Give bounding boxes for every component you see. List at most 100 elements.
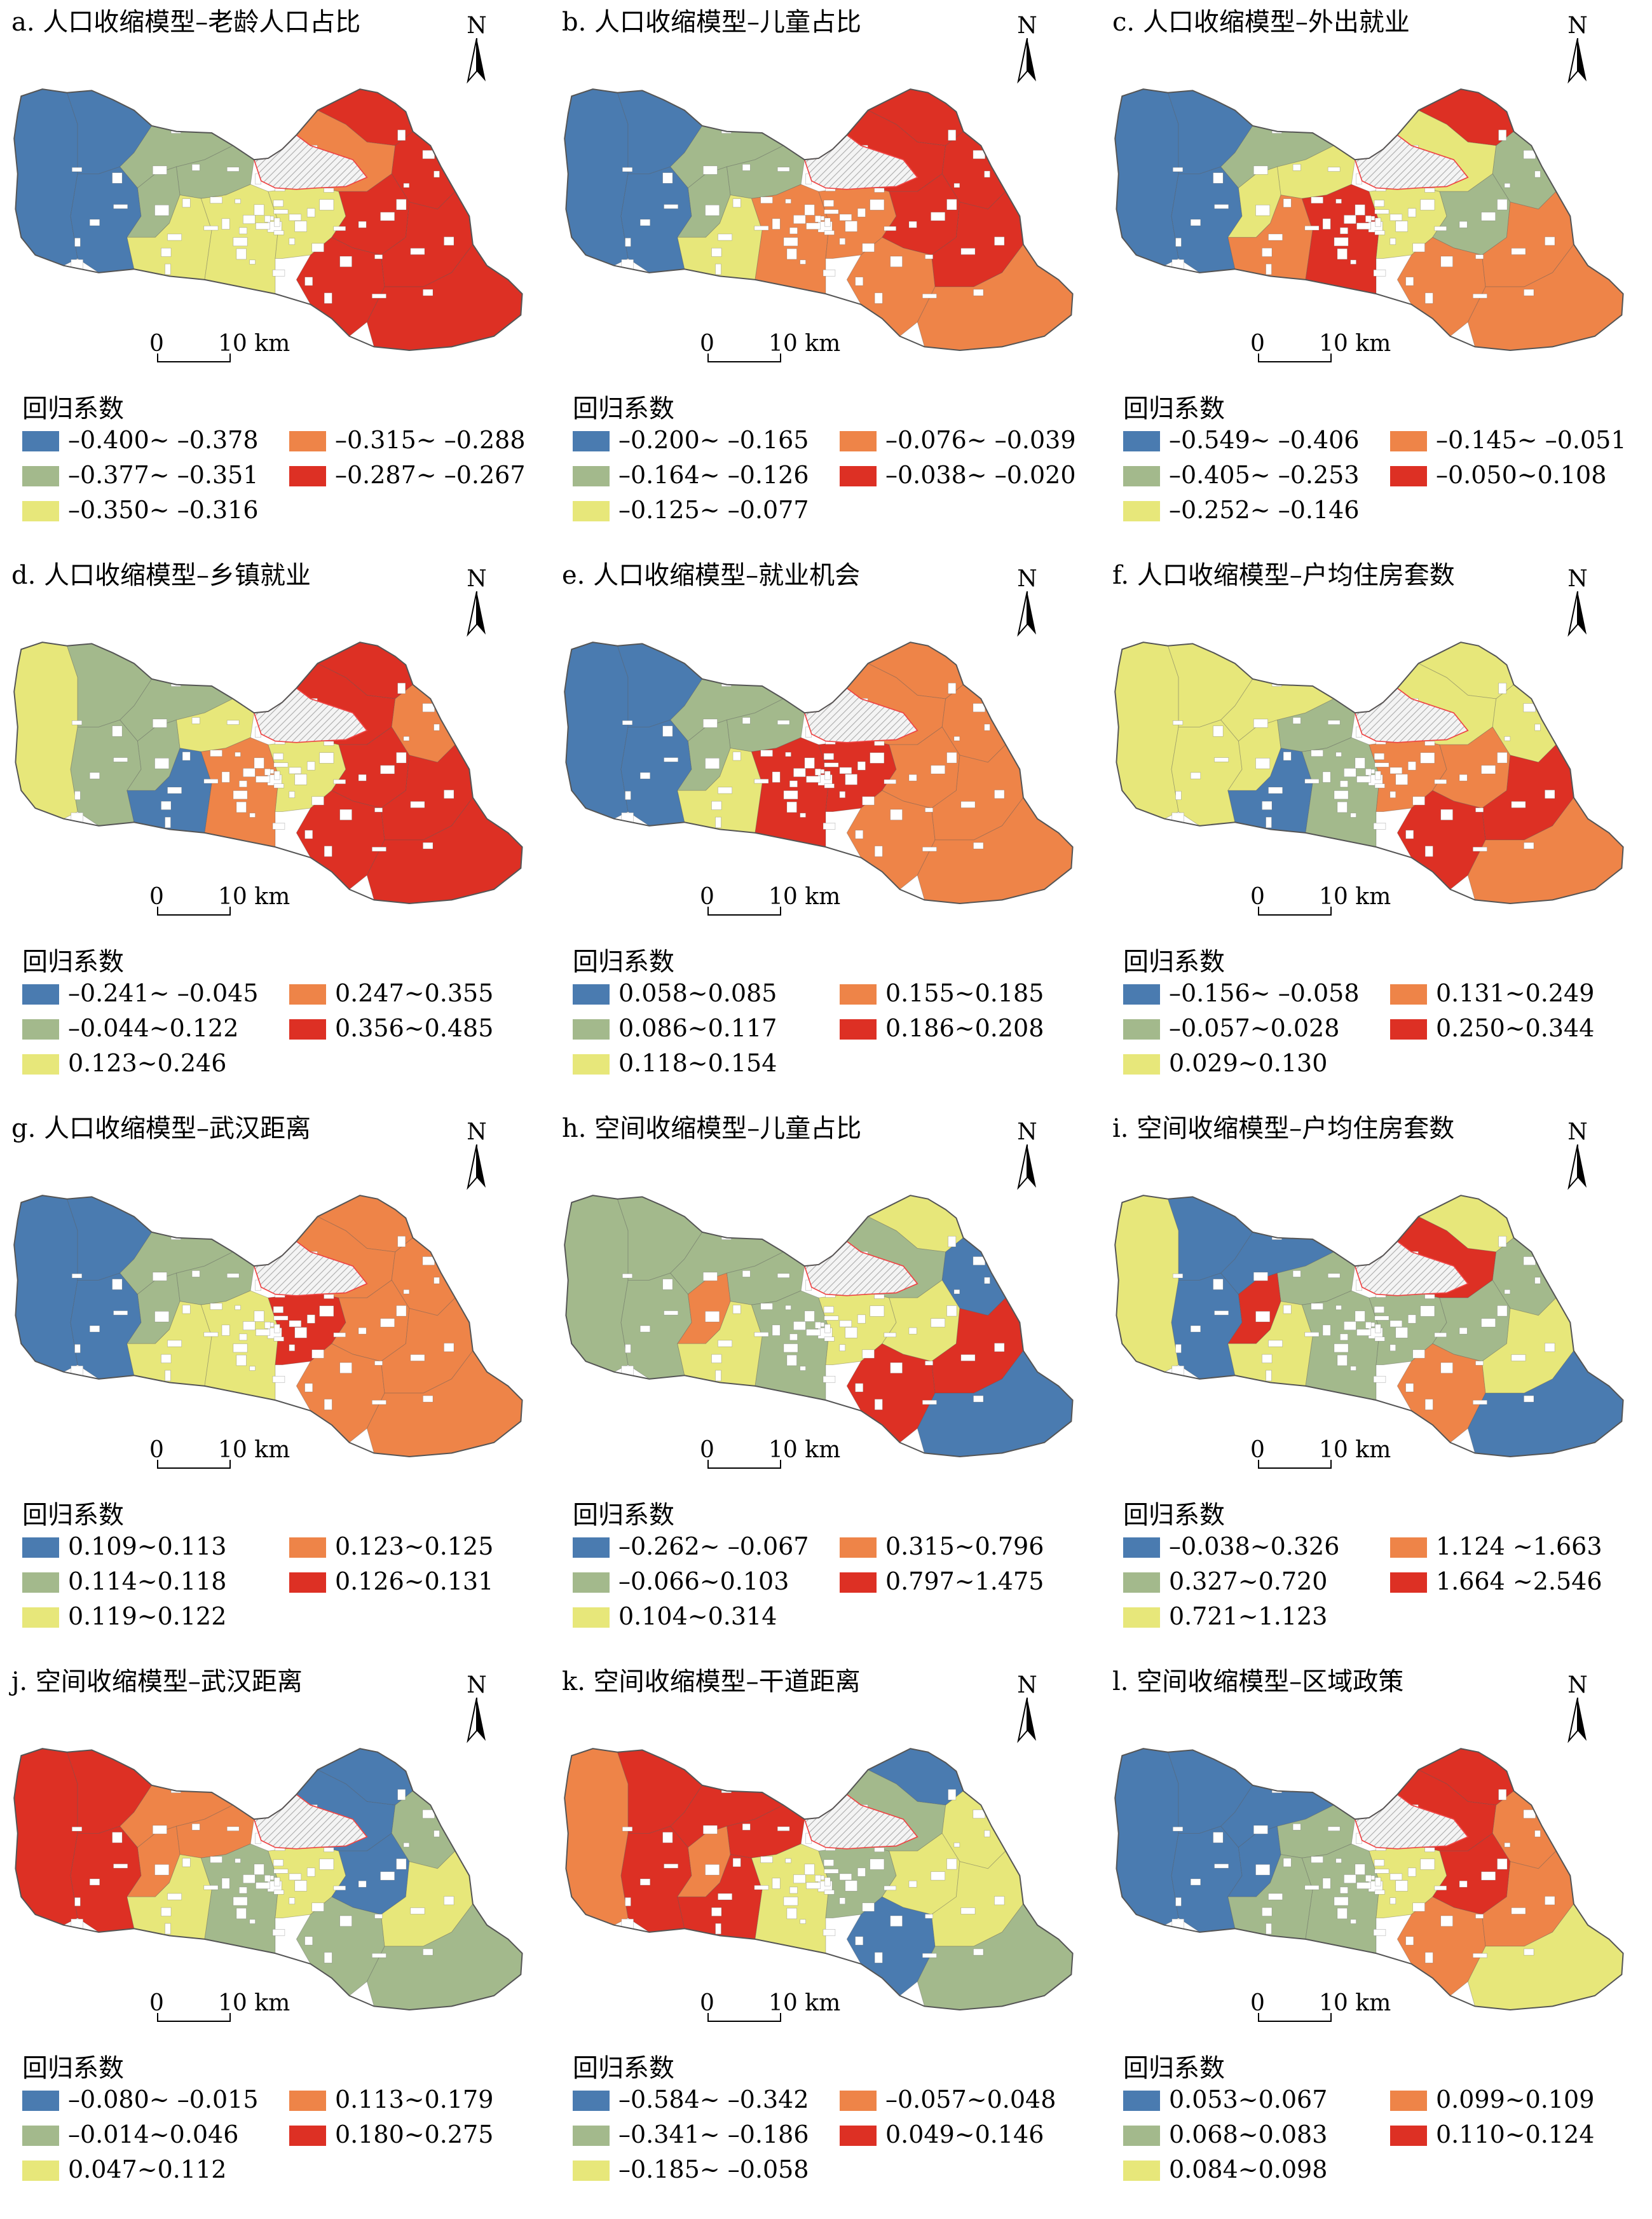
no-data-area — [1424, 1294, 1435, 1299]
scale-bar: 0 10 km — [149, 1437, 290, 1475]
legend: 回归系数 –0.584~ –0.342 –0.341~ –0.186 –0.185~ … — [566, 2047, 1094, 2200]
no-data-area — [207, 295, 216, 303]
no-data-area — [1281, 280, 1294, 285]
no-data-area — [264, 1321, 271, 1329]
panel-title: e. 人口收缩模型–就业机会 — [562, 561, 861, 590]
no-data-area — [113, 204, 128, 209]
no-data-area — [1375, 1324, 1381, 1333]
county-boundary — [1114, 1195, 1624, 1457]
arrow-shape — [467, 1698, 486, 1743]
no-data-area — [1534, 1830, 1541, 1838]
no-data-area — [1374, 200, 1385, 207]
no-data-area — [154, 1864, 170, 1876]
no-data-area — [1472, 1399, 1487, 1405]
no-data-area — [1021, 773, 1028, 785]
no-data-area — [760, 1303, 773, 1310]
no-data-area — [319, 1305, 334, 1317]
no-data-area — [1322, 1878, 1331, 1889]
no-data-area — [71, 1827, 83, 1832]
no-data-area — [890, 809, 903, 821]
map-region — [1115, 1748, 1179, 1926]
legend-label: 1.664 ~2.546 — [1436, 1567, 1602, 1595]
no-data-area — [1524, 289, 1534, 296]
no-data-area — [152, 718, 167, 728]
north-arrow-icon: N — [458, 566, 496, 642]
no-data-area — [1504, 1842, 1511, 1848]
no-data-area — [272, 270, 285, 277]
county-boundary — [564, 88, 1074, 351]
no-data-area — [1475, 1361, 1484, 1366]
no-data-area — [249, 1919, 256, 1924]
no-data-area — [774, 680, 789, 687]
no-data-area — [269, 1240, 277, 1246]
no-data-area — [223, 680, 238, 687]
legend-swatch — [1390, 2126, 1427, 2146]
map-region — [14, 1748, 78, 1926]
no-data-area — [925, 807, 934, 813]
no-data-area — [1281, 1386, 1294, 1391]
no-data-area — [1021, 1879, 1028, 1892]
no-data-area — [235, 1305, 241, 1310]
scale-ten-label: 10 km — [768, 331, 841, 357]
no-data-area — [1420, 1305, 1435, 1317]
no-data-area — [210, 1856, 222, 1864]
no-data-area — [358, 1880, 367, 1888]
no-data-area — [1356, 776, 1372, 783]
map-region — [564, 89, 629, 266]
no-data-area — [374, 1914, 383, 1919]
arrow-shape — [1017, 1144, 1036, 1190]
no-data-area — [161, 1907, 172, 1916]
arrow-shape — [1017, 38, 1036, 84]
legend-swatch — [1123, 501, 1160, 521]
legend-label: –0.252~ –0.146 — [1169, 496, 1360, 524]
scale-bar: 0 10 km — [700, 1990, 840, 2028]
no-data-area — [1304, 1332, 1320, 1337]
scale-zero-label: 0 — [1250, 1990, 1265, 2016]
no-data-area — [235, 1858, 241, 1864]
no-data-area — [862, 1902, 875, 1912]
no-data-area — [333, 226, 346, 231]
no-data-area — [922, 1399, 937, 1405]
north-label: N — [467, 1672, 487, 1698]
no-data-area — [233, 237, 248, 247]
no-data-area — [793, 1874, 806, 1884]
no-data-area — [1356, 223, 1372, 230]
no-data-area — [824, 1869, 839, 1874]
legend-label: –0.315~ –0.288 — [335, 426, 526, 454]
no-data-area — [1365, 1321, 1372, 1329]
no-data-area — [1373, 1376, 1386, 1383]
no-data-area — [1472, 846, 1487, 852]
no-data-area — [71, 1274, 83, 1279]
no-data-area — [845, 774, 857, 785]
legend-swatch — [840, 1572, 877, 1593]
no-data-area — [89, 1878, 100, 1886]
no-data-area — [984, 724, 990, 731]
no-data-area — [715, 1923, 721, 1935]
no-data-area — [1370, 1793, 1378, 1799]
no-data-area — [625, 791, 631, 800]
no-data-area — [239, 1333, 247, 1341]
no-data-area — [1304, 226, 1320, 231]
no-data-area — [358, 1327, 367, 1335]
choropleth-map — [13, 88, 523, 351]
no-data-area — [380, 765, 395, 774]
no-data-area — [165, 1923, 171, 1935]
legend-swatch — [289, 466, 326, 486]
legend-title: 回归系数 — [22, 2054, 124, 2083]
no-data-area — [1524, 842, 1534, 849]
no-data-area — [1497, 1858, 1508, 1870]
no-data-area — [815, 215, 821, 223]
map-panel: h. 空间收缩模型–儿童占比 N 0 10 km 回归系数 –0.262~ –0.067 –… — [550, 1106, 1101, 1666]
no-data-area — [1266, 816, 1272, 828]
no-data-area — [165, 1370, 171, 1382]
no-data-area — [1324, 127, 1339, 134]
arrow-shape — [1567, 1144, 1587, 1190]
no-data-area — [824, 1336, 835, 1342]
legend-swatch — [573, 466, 610, 486]
legend-title: 回归系数 — [22, 1501, 124, 1530]
no-data-area — [960, 1354, 976, 1361]
no-data-area — [403, 736, 410, 741]
no-data-area — [273, 1869, 289, 1874]
legend-label: –0.125~ –0.077 — [618, 496, 809, 524]
legend-swatch — [22, 2091, 59, 2111]
